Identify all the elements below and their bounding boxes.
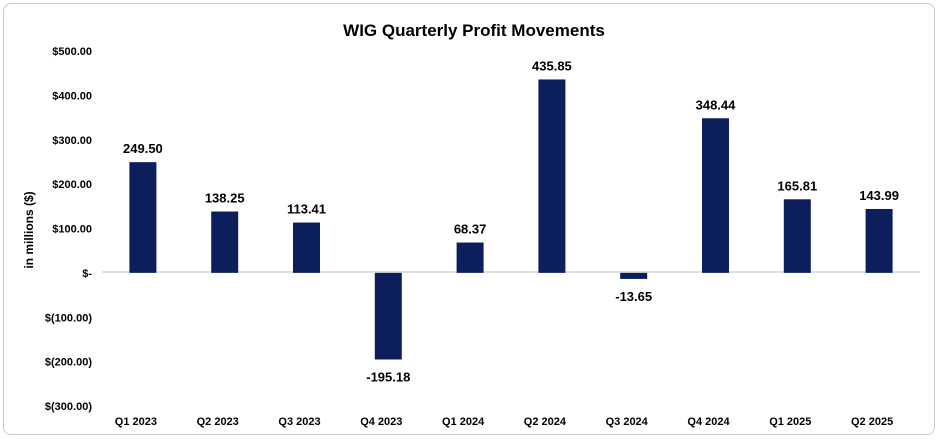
x-tick-label: Q1 2023 (115, 416, 157, 428)
y-tick-label: $(100.00) (45, 312, 92, 324)
bar (293, 222, 320, 273)
x-tick-label: Q2 2023 (197, 416, 239, 428)
y-tick-label: $300.00 (52, 135, 92, 147)
bar (456, 242, 484, 273)
y-tick-label: $(300.00) (45, 401, 92, 413)
bar (211, 211, 239, 273)
bar (538, 79, 566, 273)
bar (702, 118, 729, 273)
bar (620, 272, 648, 279)
data-label: -13.65 (615, 289, 652, 304)
y-tick-label: $400.00 (52, 90, 92, 102)
y-axis-label: in millions ($) (22, 191, 36, 268)
data-label: 138.25 (205, 191, 245, 206)
x-tick-label: Q2 2024 (524, 416, 567, 428)
data-label: 143.99 (859, 188, 899, 203)
data-labels: 249.50 138.25 113.41 -195.18 68.37 435.85 -13.… (123, 58, 899, 384)
chart-frame (3, 3, 935, 435)
y-tick-label: $- (82, 268, 92, 280)
bars (129, 79, 893, 360)
data-label: 165.81 (777, 178, 817, 193)
y-tick-label: $100.00 (52, 224, 92, 236)
x-tick-label: Q4 2024 (687, 416, 730, 428)
data-label: 348.44 (696, 97, 737, 112)
y-tick-label: $200.00 (52, 179, 92, 191)
data-label: 113.41 (287, 202, 326, 217)
x-tick-label: Q1 2024 (442, 416, 485, 428)
x-tick-label: Q3 2023 (278, 416, 320, 428)
x-tick-label: Q4 2023 (360, 416, 402, 428)
x-tick-labels: Q1 2023 Q2 2023 Q3 2023 Q4 2023 Q1 2024 Q2 20… (115, 416, 893, 428)
bar (129, 162, 157, 273)
bar (783, 199, 811, 273)
data-label: 249.50 (123, 141, 163, 156)
x-tick-label: Q2 2025 (851, 416, 893, 428)
y-tick-labels: $500.00 $400.00 $300.00 $200.00 $100.00 $- $(1… (45, 46, 92, 413)
x-tick-label: Q1 2025 (769, 416, 811, 428)
data-label: 68.37 (454, 222, 487, 237)
y-tick-label: $(200.00) (45, 357, 92, 369)
data-label: -195.18 (366, 369, 410, 384)
y-tick-label: $500.00 (52, 46, 92, 58)
bar (865, 208, 893, 273)
data-label: 435.85 (532, 58, 572, 73)
x-tick-label: Q3 2024 (606, 416, 649, 428)
bar (374, 272, 402, 360)
chart-title: WIG Quarterly Profit Movements (343, 21, 605, 40)
